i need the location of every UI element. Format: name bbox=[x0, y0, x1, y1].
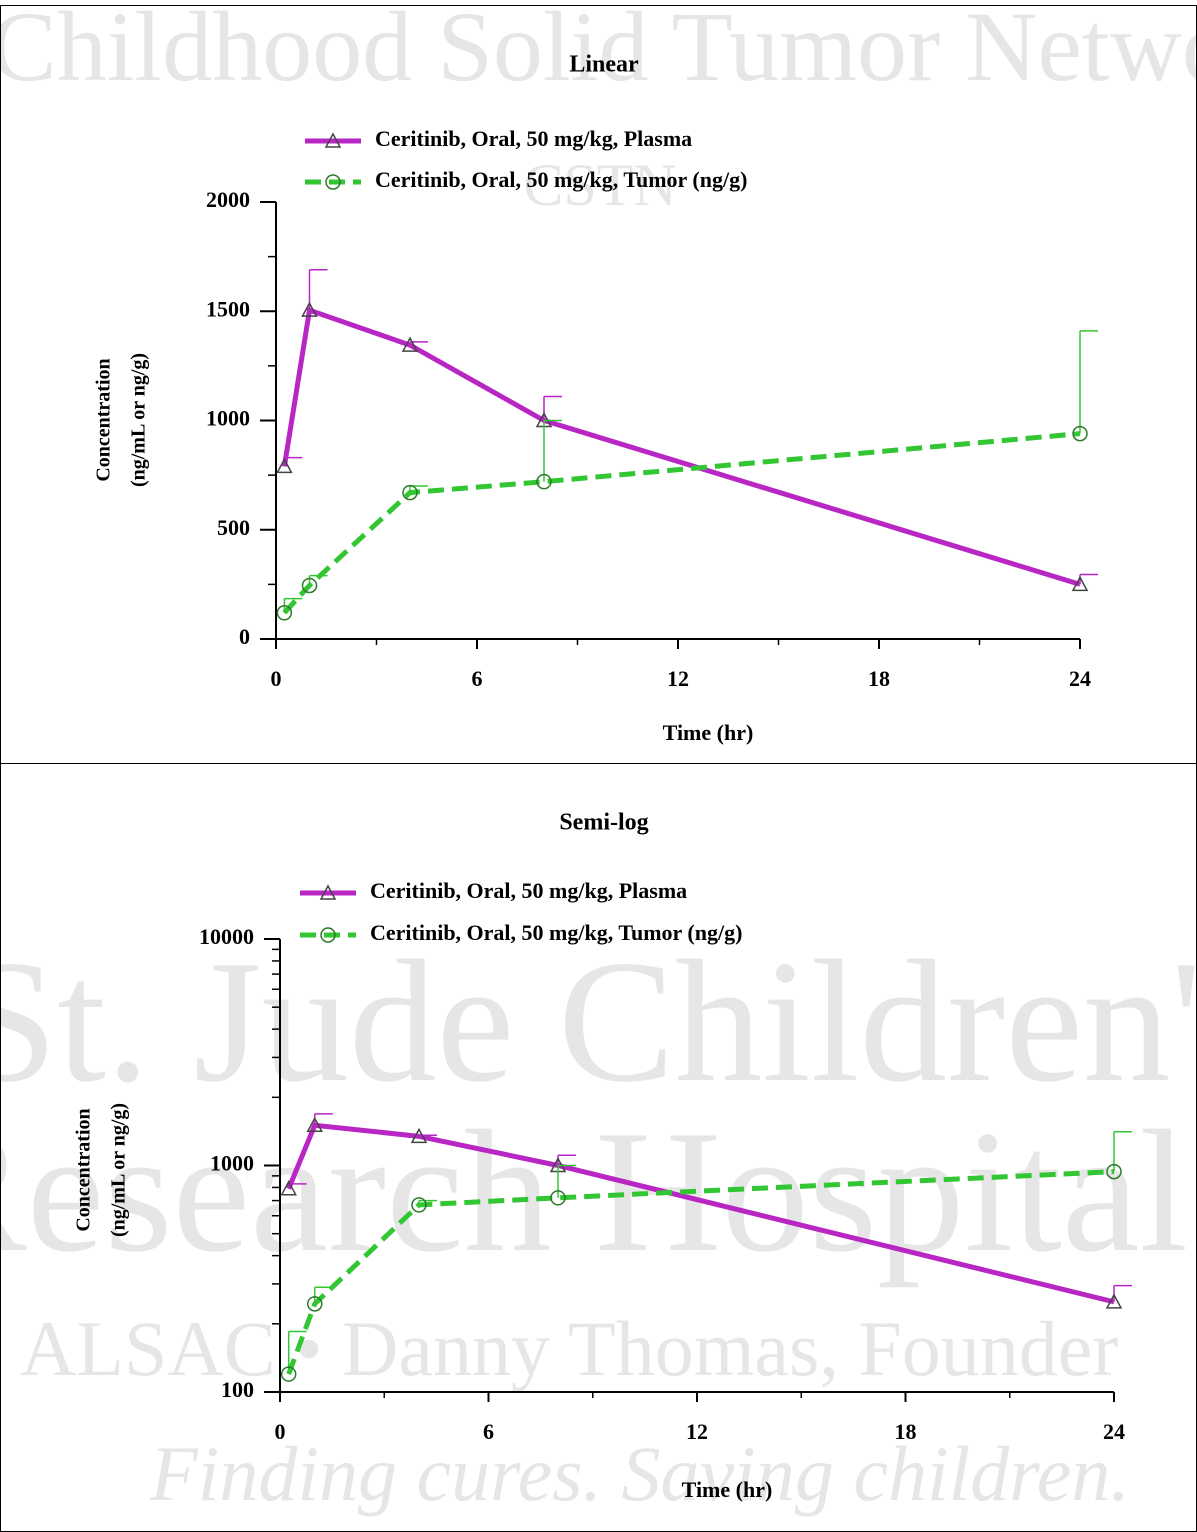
y-axis-label: Concentration bbox=[93, 358, 115, 481]
marker bbox=[280, 1180, 297, 1196]
legend-label: Ceritinib, Oral, 50 mg/kg, Tumor (ng/g) bbox=[375, 167, 747, 192]
marker bbox=[1072, 425, 1088, 442]
x-tick-label: 24 bbox=[1069, 666, 1091, 691]
y-tick-label: 1000 bbox=[210, 1151, 254, 1176]
legend-marker bbox=[319, 884, 337, 900]
marker bbox=[1106, 1163, 1122, 1180]
y-tick-label: 500 bbox=[217, 515, 250, 540]
marker bbox=[536, 473, 552, 490]
watermark-text: ALSAC • Danny Thomas, Founder bbox=[20, 1305, 1118, 1392]
y-tick-label: 2000 bbox=[206, 187, 250, 212]
marker bbox=[307, 1296, 323, 1312]
plot: Semi-log Time (hr) Concentration (ng/mL or … bbox=[73, 810, 1132, 1502]
legend-marker bbox=[324, 132, 342, 148]
marker bbox=[301, 577, 318, 594]
y-axis-label: (ng/mL or ng/g) bbox=[108, 1103, 130, 1237]
marker bbox=[1105, 1293, 1123, 1309]
marker bbox=[280, 1366, 297, 1382]
marker bbox=[301, 301, 318, 317]
x-tick-label: 18 bbox=[895, 1419, 917, 1444]
series-line bbox=[286, 1169, 1115, 1375]
marker bbox=[550, 1190, 566, 1206]
x-axis-label: Time (hr) bbox=[682, 1477, 773, 1502]
watermark-text: CSTN bbox=[523, 152, 676, 218]
marker bbox=[276, 457, 293, 474]
x-tick-label: 0 bbox=[275, 1419, 286, 1444]
y-tick-label: 1500 bbox=[206, 296, 250, 321]
marker bbox=[411, 1197, 427, 1213]
watermark-text: Research Hospital bbox=[0, 1094, 1188, 1288]
watermark-text: St. Jude Children's bbox=[0, 924, 1197, 1118]
frame bbox=[0, 5, 1197, 1532]
series-line bbox=[282, 431, 1081, 615]
y-axis-label: (ng/mL or ng/g) bbox=[128, 353, 150, 487]
marker bbox=[276, 605, 293, 621]
legend-marker bbox=[320, 927, 336, 943]
legend-label: Ceritinib, Oral, 50 mg/kg, Plasma bbox=[375, 126, 692, 151]
x-axis-label: Time (hr) bbox=[663, 720, 754, 745]
plot: Linear Time (hr) Concentration (ng/mL or ng… bbox=[93, 52, 1098, 745]
y-tick-label: 100 bbox=[221, 1377, 254, 1402]
y-tick-label: 1000 bbox=[206, 406, 250, 431]
watermark-text: Finding cures. Saving children. bbox=[149, 1430, 1130, 1517]
series-line bbox=[286, 1122, 1115, 1305]
legend-label: Ceritinib, Oral, 50 mg/kg, Tumor (ng/g) bbox=[370, 920, 742, 945]
legend-label: Ceritinib, Oral, 50 mg/kg, Plasma bbox=[370, 878, 687, 903]
chart-title: Semi-log bbox=[559, 810, 648, 836]
y-tick-label: 10000 bbox=[199, 924, 254, 949]
marker bbox=[410, 1127, 428, 1144]
marker bbox=[401, 336, 419, 352]
x-tick-label: 12 bbox=[686, 1419, 708, 1444]
marker bbox=[306, 1116, 324, 1133]
x-tick-label: 6 bbox=[483, 1419, 494, 1444]
marker bbox=[402, 484, 418, 501]
series-line bbox=[281, 306, 1081, 587]
y-tick-label: 0 bbox=[239, 624, 250, 649]
x-tick-label: 12 bbox=[667, 666, 689, 691]
y-axis-label: Concentration bbox=[73, 1108, 95, 1231]
x-tick-label: 24 bbox=[1103, 1419, 1125, 1444]
legend-marker bbox=[325, 174, 341, 190]
chart-title: Linear bbox=[569, 52, 639, 78]
x-tick-label: 6 bbox=[472, 666, 483, 691]
watermark-text: Childhood Solid Tumor Network bbox=[0, 0, 1197, 102]
x-tick-label: 0 bbox=[271, 666, 282, 691]
x-tick-label: 18 bbox=[868, 666, 890, 691]
marker bbox=[1071, 575, 1089, 592]
